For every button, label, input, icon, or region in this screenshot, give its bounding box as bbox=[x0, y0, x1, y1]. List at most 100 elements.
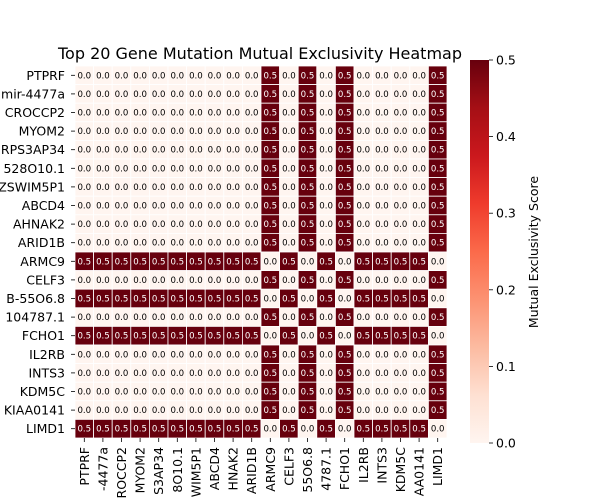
cell-value-label: 0.0 bbox=[208, 369, 222, 379]
cell-value-label: 0.5 bbox=[170, 257, 184, 267]
column-label: ROCCP2 bbox=[114, 447, 129, 498]
cell-value-label: 0.5 bbox=[356, 295, 370, 305]
column-label: KDM5C bbox=[393, 447, 408, 493]
cell-value-label: 0.5 bbox=[338, 90, 352, 100]
cell-value-label: 0.5 bbox=[263, 276, 277, 286]
cell-value-label: 0.0 bbox=[170, 183, 184, 193]
cell-value-label: 0.0 bbox=[356, 369, 370, 379]
cell-value-label: 0.5 bbox=[338, 220, 352, 230]
column-label: MYOM2 bbox=[133, 447, 148, 493]
cell-value-label: 0.0 bbox=[412, 350, 426, 360]
cell-value-label: 0.5 bbox=[375, 257, 389, 267]
cell-value-label: 0.5 bbox=[152, 257, 166, 267]
cell-value-label: 0.0 bbox=[170, 276, 184, 286]
cell-value-label: 0.0 bbox=[245, 90, 259, 100]
cell-value-label: 0.0 bbox=[152, 220, 166, 230]
cell-value-label: 0.0 bbox=[301, 257, 315, 267]
cell-value-label: 0.0 bbox=[412, 388, 426, 398]
cell-value-label: 0.0 bbox=[338, 295, 352, 305]
cell-value-label: 0.0 bbox=[115, 90, 129, 100]
cell-value-label: 0.5 bbox=[412, 295, 426, 305]
cell-value-label: 0.0 bbox=[170, 406, 184, 416]
cell-value-label: 0.5 bbox=[431, 220, 445, 230]
cell-value-label: 0.0 bbox=[96, 164, 110, 174]
cell-value-label: 0.0 bbox=[245, 369, 259, 379]
cell-value-label: 0.0 bbox=[282, 406, 296, 416]
cell-value-label: 0.0 bbox=[412, 406, 426, 416]
cell-value-label: 0.0 bbox=[115, 239, 129, 249]
row-label: KDM5C bbox=[20, 384, 66, 399]
cell-value-label: 0.0 bbox=[282, 239, 296, 249]
chart-title: Top 20 Gene Mutation Mutual Exclusivity … bbox=[57, 44, 462, 63]
column-label: S3AP34 bbox=[151, 447, 166, 495]
cell-value-label: 0.0 bbox=[115, 202, 129, 212]
column-label: FCHO1 bbox=[337, 447, 352, 490]
cell-value-label: 0.0 bbox=[338, 257, 352, 267]
cell-value-label: 0.0 bbox=[245, 406, 259, 416]
cell-value-label: 0.0 bbox=[189, 146, 203, 156]
row-label: CELF3 bbox=[26, 272, 65, 287]
cell-value-label: 0.0 bbox=[133, 71, 147, 81]
cell-value-label: 0.0 bbox=[115, 406, 129, 416]
cell-value-label: 0.0 bbox=[319, 164, 333, 174]
column-label: AA0141 bbox=[412, 447, 427, 496]
cell-value-label: 0.5 bbox=[394, 332, 408, 342]
cell-value-label: 0.5 bbox=[301, 164, 315, 174]
cell-value-label: 0.0 bbox=[170, 388, 184, 398]
cell-value-label: 0.5 bbox=[412, 257, 426, 267]
cell-value-label: 0.0 bbox=[375, 202, 389, 212]
cell-value-label: 0.5 bbox=[263, 183, 277, 193]
cell-value-label: 0.5 bbox=[189, 425, 203, 435]
cell-value-label: 0.0 bbox=[208, 127, 222, 137]
cell-value-label: 0.0 bbox=[375, 71, 389, 81]
cell-value-label: 0.0 bbox=[189, 406, 203, 416]
cell-value-label: 0.0 bbox=[412, 369, 426, 379]
cell-value-label: 0.0 bbox=[319, 71, 333, 81]
cell-value-label: 0.5 bbox=[431, 183, 445, 193]
colorbar-tick-label: 0.5 bbox=[496, 53, 516, 68]
cell-value-label: 0.0 bbox=[133, 406, 147, 416]
cell-value-label: 0.0 bbox=[170, 127, 184, 137]
cell-value-label: 0.0 bbox=[96, 369, 110, 379]
cell-value-label: 0.0 bbox=[152, 406, 166, 416]
cell-value-label: 0.5 bbox=[375, 295, 389, 305]
cell-value-label: 0.0 bbox=[394, 313, 408, 323]
cell-value-label: 0.0 bbox=[375, 183, 389, 193]
cell-value-label: 0.0 bbox=[96, 90, 110, 100]
cell-value-label: 0.0 bbox=[356, 127, 370, 137]
cell-value-label: 0.0 bbox=[77, 388, 91, 398]
cell-value-label: 0.0 bbox=[394, 388, 408, 398]
cell-value-label: 0.5 bbox=[431, 146, 445, 156]
row-label: IL2RB bbox=[29, 347, 65, 362]
cell-value-label: 0.0 bbox=[394, 202, 408, 212]
cell-value-label: 0.0 bbox=[208, 146, 222, 156]
cell-value-label: 0.0 bbox=[77, 239, 91, 249]
cell-value-label: 0.0 bbox=[226, 202, 240, 212]
cell-value-label: 0.0 bbox=[319, 388, 333, 398]
cell-value-label: 0.5 bbox=[319, 425, 333, 435]
cell-value-label: 0.5 bbox=[431, 239, 445, 249]
cell-value-label: 0.0 bbox=[133, 146, 147, 156]
cell-value-label: 0.5 bbox=[338, 183, 352, 193]
cell-value-label: 0.0 bbox=[170, 369, 184, 379]
row-label: 104787.1 bbox=[5, 310, 65, 325]
row-label: ARID1B bbox=[18, 235, 65, 250]
cell-value-label: 0.0 bbox=[282, 127, 296, 137]
cell-value-label: 0.5 bbox=[431, 71, 445, 81]
cell-value-label: 0.5 bbox=[412, 332, 426, 342]
cell-value-label: 0.0 bbox=[282, 276, 296, 286]
column-labels: PTPRF -4477a ROCCP2 MYOM2 S3AP34 8O10.1 WIM5P1… bbox=[77, 438, 445, 498]
cell-value-label: 0.0 bbox=[245, 276, 259, 286]
cell-value-label: 0.5 bbox=[263, 350, 277, 360]
cell-value-label: 0.5 bbox=[208, 332, 222, 342]
cell-value-label: 0.5 bbox=[263, 109, 277, 119]
colorbar-tick-label: 0.1 bbox=[496, 359, 516, 374]
row-label: mir-4477a bbox=[1, 86, 65, 101]
cell-value-label: 0.0 bbox=[356, 90, 370, 100]
cell-value-label: 0.5 bbox=[301, 71, 315, 81]
cell-value-label: 0.5 bbox=[115, 257, 129, 267]
cell-value-label: 0.5 bbox=[301, 388, 315, 398]
column-label: ABCD4 bbox=[207, 447, 222, 490]
cell-value-label: 0.0 bbox=[338, 332, 352, 342]
cell-value-label: 0.0 bbox=[152, 109, 166, 119]
